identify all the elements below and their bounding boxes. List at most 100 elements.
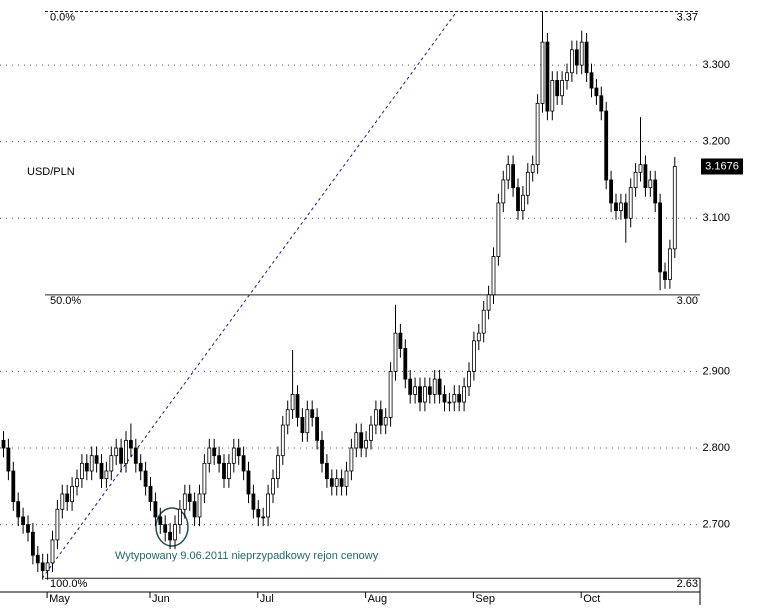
candle-body — [334, 478, 339, 487]
candle-body — [535, 102, 540, 166]
candle-body — [413, 386, 418, 395]
candle-body — [222, 462, 226, 480]
candle-body — [574, 49, 579, 66]
candle-body — [628, 187, 633, 219]
candle-body — [138, 462, 143, 472]
candle-body — [153, 501, 158, 518]
candle-body — [114, 447, 119, 457]
candle-body — [457, 394, 462, 403]
candle-body — [643, 164, 648, 189]
candle-body — [594, 87, 599, 97]
candle-body — [148, 485, 153, 503]
candle-body — [207, 447, 212, 464]
candle-body — [378, 409, 383, 426]
candle-body — [658, 202, 662, 273]
candle-body — [84, 462, 89, 472]
candle-body — [177, 508, 182, 526]
candle-body — [560, 80, 564, 97]
candle-body — [521, 194, 525, 212]
candle-body — [584, 41, 589, 74]
candle-body — [619, 202, 623, 212]
candle-body — [202, 462, 207, 495]
candle-body — [21, 516, 26, 526]
highlight-circle — [155, 507, 189, 547]
candle-body — [11, 470, 16, 503]
candle-body — [437, 378, 442, 395]
candle-body — [251, 493, 256, 510]
y-tick-label: 3.100 — [702, 212, 730, 224]
candle-body — [30, 531, 35, 556]
fib-price-label: 2.63 — [677, 578, 698, 590]
candle-body — [516, 187, 520, 212]
candle-body — [124, 439, 128, 464]
candle-body — [359, 432, 364, 449]
candle-body — [236, 447, 241, 457]
candle-body — [80, 462, 84, 480]
candle-body — [300, 416, 305, 434]
candle-body — [128, 439, 133, 449]
candle-body — [638, 164, 643, 173]
candle-body — [565, 72, 569, 81]
candle-body — [280, 424, 285, 457]
candle-body — [653, 179, 658, 204]
candle-body — [231, 447, 236, 464]
candle-body — [35, 554, 40, 564]
candle-body — [310, 409, 315, 418]
candle-body — [491, 256, 496, 296]
candle-body — [496, 202, 501, 257]
candle-body — [187, 493, 192, 503]
candle-body — [609, 179, 613, 204]
candle-body — [266, 493, 271, 518]
candle-body — [212, 447, 217, 457]
candle-body — [285, 409, 290, 426]
x-tick-label: Aug — [368, 593, 388, 605]
candle-body — [256, 508, 261, 518]
candle-body — [1, 439, 6, 449]
candle-body — [462, 386, 467, 403]
candle-body — [143, 470, 148, 487]
candle-body — [354, 432, 359, 449]
candle-body — [163, 524, 168, 533]
candle-body — [418, 386, 422, 403]
candle-body — [168, 531, 173, 541]
candle-body — [447, 401, 452, 404]
candle-body — [45, 562, 50, 571]
candle-body — [599, 95, 604, 112]
candle-body — [65, 493, 70, 503]
candle-body — [320, 439, 324, 464]
candle-body — [633, 171, 638, 189]
candle-body — [315, 416, 320, 441]
candle-body — [305, 409, 310, 434]
candle-body — [393, 332, 398, 372]
candle-body — [60, 493, 65, 510]
y-tick-label: 2.800 — [702, 442, 730, 454]
last-price-label: 3.1676 — [705, 160, 739, 172]
candle-body — [26, 524, 30, 533]
candle-body — [50, 539, 55, 564]
candle-body — [349, 447, 354, 472]
candle-body — [16, 501, 21, 518]
candle-body — [109, 455, 114, 472]
candle-body — [555, 80, 560, 97]
fib-level-label: 100.0% — [50, 578, 88, 590]
candle-body — [540, 41, 545, 104]
candle-body — [158, 516, 163, 526]
candle-body — [530, 164, 535, 173]
candle-body — [6, 447, 11, 472]
candle-body — [432, 378, 437, 395]
candle-body — [442, 394, 447, 403]
candle-body — [422, 386, 427, 403]
candle-body — [94, 455, 99, 464]
candle-body — [197, 493, 202, 518]
candle-body — [373, 409, 378, 426]
candle-body — [476, 332, 481, 342]
candle-body — [40, 562, 45, 571]
candle-body — [339, 478, 344, 487]
candle-body — [182, 493, 187, 510]
candle-body — [589, 72, 594, 89]
candle-body — [70, 485, 74, 503]
candle-body — [217, 455, 222, 464]
candle-body — [55, 508, 60, 541]
candle-body — [452, 394, 457, 403]
